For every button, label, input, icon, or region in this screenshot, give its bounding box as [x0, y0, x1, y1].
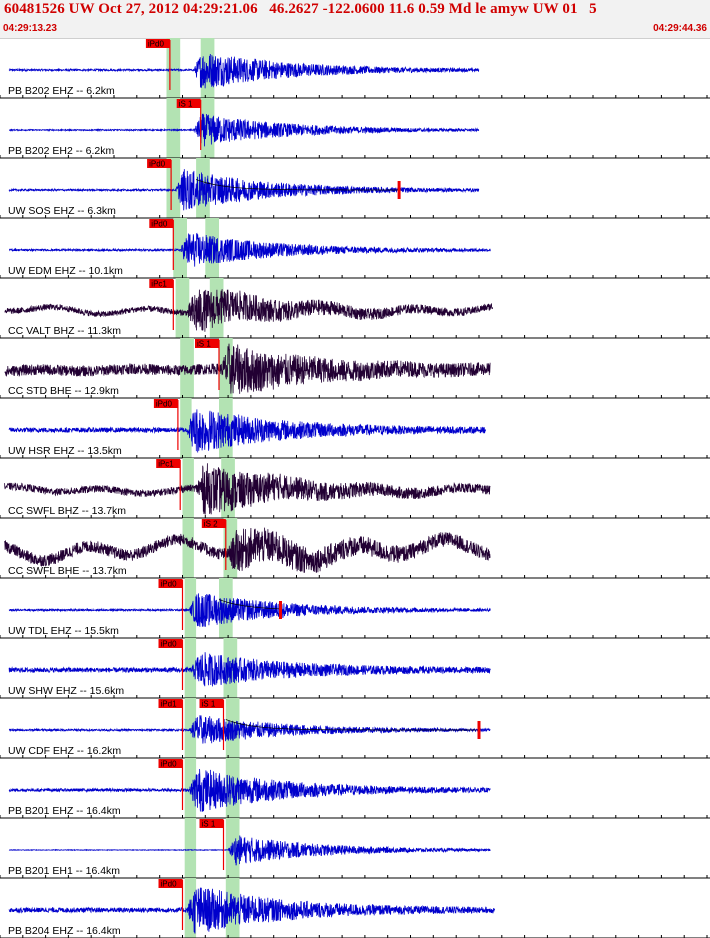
trace-row: iPd0 PB B204 EHZ -- 16.4km [0, 878, 710, 938]
phase-pick-box [158, 879, 183, 888]
s-window [205, 218, 219, 278]
trace-row: iPd0 UW EDM EHZ -- 10.1km [0, 218, 710, 279]
phase-pick-label: iS 1 [202, 820, 216, 829]
p-window [175, 278, 190, 338]
event-header: 60481526 UW Oct 27, 2012 04:29:21.06 46.… [0, 0, 710, 39]
trace-row: iPd0 PB B201 EHZ -- 16.4km [0, 758, 710, 819]
phase-pick-secondary-label: iS 1 [202, 700, 216, 709]
phase-pick-box [153, 399, 178, 408]
station-label: CC SWFL BHZ -- 13.7km [8, 505, 126, 517]
trace-row: iS 1 PB B201 EH1 -- 16.4km [0, 818, 710, 879]
phase-pick-box [156, 459, 181, 468]
p-window [166, 98, 181, 158]
s-window [219, 398, 233, 458]
station-label: UW SHW EHZ -- 15.6km [8, 685, 124, 697]
waveform [8, 409, 486, 453]
s-window [209, 278, 224, 338]
phase-pick-label: iPd0 [161, 580, 178, 589]
station-label: UW TDL EHZ -- 15.5km [8, 625, 119, 637]
phase-pick-box [158, 699, 183, 708]
trace-row: iPd0 UW TDL EHZ -- 15.5km [0, 578, 710, 639]
phase-pick-box [199, 819, 224, 828]
phase-pick-box [149, 279, 174, 288]
p-window [184, 818, 197, 878]
phase-pick-label: iPc1 [151, 280, 167, 289]
station-label: UW CDF EHZ -- 16.2km [8, 745, 121, 757]
waveform [4, 289, 493, 332]
waveform [8, 768, 491, 812]
waveform [4, 527, 491, 574]
p-window [184, 698, 197, 758]
start-time-label: 04:29:13.23 [3, 23, 57, 34]
coda-curve [218, 599, 281, 610]
p-window [180, 398, 192, 458]
phase-pick-label: iPc1 [158, 460, 174, 469]
phase-pick-box [158, 759, 183, 768]
trace-row: iPd0 PB B202 EHZ -- 6.2km [0, 38, 710, 99]
station-label: PB B202 EHZ -- 6.2km [8, 85, 115, 97]
waveform [8, 593, 491, 627]
trace-row: iPd0 UW SHW EHZ -- 15.6km [0, 638, 710, 699]
station-label: PB B201 EH1 -- 16.4km [8, 865, 120, 877]
trace-row: iPd0 UW SOS EHZ -- 6.3km [0, 158, 710, 219]
phase-pick-box [176, 99, 201, 108]
phase-pick-label: iPd0 [149, 160, 166, 169]
phase-pick-box [201, 519, 226, 528]
p-window [173, 218, 187, 278]
phase-pick-label: iS 1 [197, 340, 211, 349]
station-label: CC STD BHE -- 12.9km [8, 385, 119, 397]
station-label: PB B202 EH2 -- 6.2km [8, 145, 114, 157]
waveform [8, 835, 491, 866]
p-window [182, 518, 194, 578]
trace-row: iPc1 CC VALT BHZ -- 11.3km [0, 278, 710, 339]
waveform [8, 652, 491, 687]
phase-pick-box [149, 219, 174, 228]
phase-pick-label: iPd0 [161, 640, 178, 649]
p-window [166, 158, 181, 218]
waveform [4, 343, 491, 394]
phase-pick-secondary-box [199, 699, 224, 708]
phase-pick-box [147, 159, 172, 168]
phase-pick-box [158, 639, 183, 648]
waveform [8, 113, 480, 147]
waveform [8, 53, 480, 89]
station-label: UW SOS EHZ -- 6.3km [8, 205, 116, 217]
station-label: CC SWFL BHE -- 13.7km [8, 565, 127, 577]
waveform [8, 887, 496, 934]
phase-pick-label: iPd0 [161, 760, 178, 769]
phase-pick-box [158, 579, 183, 588]
coda-curve [225, 719, 477, 731]
station-label: PB B201 EHZ -- 16.4km [8, 805, 121, 817]
station-label: CC VALT BHZ -- 11.3km [8, 325, 121, 337]
phase-pick-label: iPd1 [161, 700, 178, 709]
phase-pick-label: iS 1 [179, 100, 193, 109]
coda-curve [195, 179, 400, 191]
end-time-label: 04:29:44.36 [653, 23, 707, 34]
trace-row: iS 1 CC STD BHE -- 12.9km [0, 338, 710, 399]
trace-row: iPd0 UW HSR EHZ -- 13.5km [0, 398, 710, 459]
phase-pick-label: iPd0 [151, 220, 168, 229]
trace-row: iS 2 CC SWFL BHE -- 13.7km [0, 518, 710, 579]
s-window [225, 878, 240, 938]
phase-pick-label: iPd0 [161, 880, 178, 889]
station-label: PB B204 EHZ -- 16.4km [8, 925, 121, 937]
waveform [8, 715, 491, 744]
trace-row: iS 1 PB B202 EH2 -- 6.2km [0, 98, 710, 159]
phase-pick-label: iS 2 [204, 520, 218, 529]
phase-pick-label: iPd0 [156, 400, 173, 409]
waveform [4, 463, 491, 515]
station-label: UW EDM EHZ -- 10.1km [8, 265, 123, 277]
waveform [8, 232, 491, 267]
phase-pick-box [145, 39, 170, 48]
phase-pick-box [195, 339, 219, 348]
trace-row: iPd1 iS 1 UW CDF EHZ -- 16.2km [0, 698, 710, 759]
event-title: 60481526 UW Oct 27, 2012 04:29:21.06 46.… [4, 1, 597, 17]
station-label: UW HSR EHZ -- 13.5km [8, 445, 122, 457]
phase-pick-label: iPd0 [148, 40, 165, 49]
trace-row: iPc1 CC SWFL BHZ -- 13.7km [0, 458, 710, 519]
